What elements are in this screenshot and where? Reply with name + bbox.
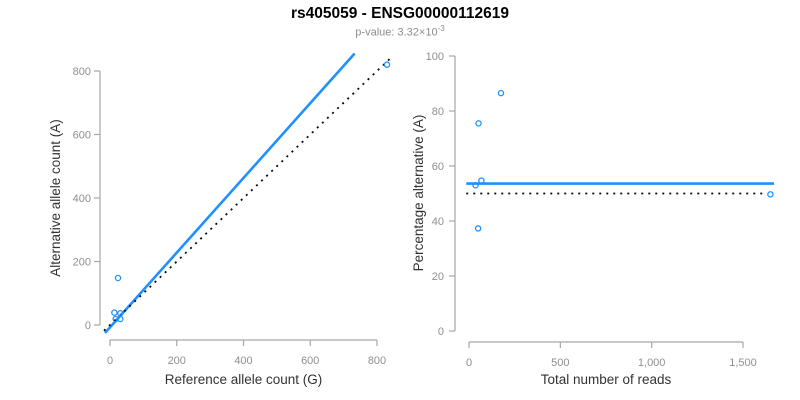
x-tick-label: 1,000	[638, 357, 666, 369]
data-point	[767, 191, 774, 198]
y-tick-label: 60	[432, 161, 444, 173]
left-xaxis-label: Reference allele count (G)	[164, 372, 323, 387]
x-tick-label: 0	[466, 357, 472, 369]
data-point	[474, 225, 482, 232]
y-tick-label: 800	[73, 66, 91, 78]
data-point	[117, 315, 124, 323]
x-tick-label: 600	[301, 355, 319, 367]
data-point	[472, 181, 479, 189]
data-point	[497, 89, 505, 97]
page-title: rs405059 - ENSG00000112619	[290, 5, 510, 22]
y-tick-label: 0	[85, 320, 91, 332]
y-tick-label: 100	[426, 51, 444, 63]
y-tick-label: 80	[432, 106, 444, 118]
x-tick-label: 800	[368, 355, 386, 367]
x-tick-label: 200	[168, 355, 186, 367]
right-xaxis-label: Total number of reads	[540, 372, 672, 387]
left-yaxis-label: Alternative allele count (A)	[48, 119, 63, 277]
data-point	[111, 309, 118, 316]
identity-line	[103, 56, 392, 332]
y-tick-label: 200	[73, 256, 91, 268]
y-tick-label: 600	[73, 129, 91, 141]
data-point	[478, 177, 485, 184]
right-yaxis-label: Percentage alternative (A)	[411, 114, 426, 272]
regression-fit-line	[104, 52, 356, 334]
x-tick-label: 400	[234, 355, 252, 367]
x-tick-label: 1,500	[729, 357, 757, 369]
y-tick-label: 400	[73, 193, 91, 205]
y-tick-label: 40	[432, 216, 444, 228]
x-tick-label: 0	[107, 355, 113, 367]
pvalue-subtitle: p-value: 3.32×10-3	[0, 24, 800, 39]
pvalue-text: p-value: 3.32×10	[355, 26, 438, 39]
y-tick-label: 20	[432, 271, 444, 283]
data-point	[475, 120, 482, 127]
x-tick-label: 500	[551, 357, 569, 369]
pvalue-exponent: -3	[437, 24, 445, 33]
y-tick-label: 0	[438, 326, 444, 338]
data-point	[114, 274, 122, 282]
data-point	[383, 61, 391, 68]
